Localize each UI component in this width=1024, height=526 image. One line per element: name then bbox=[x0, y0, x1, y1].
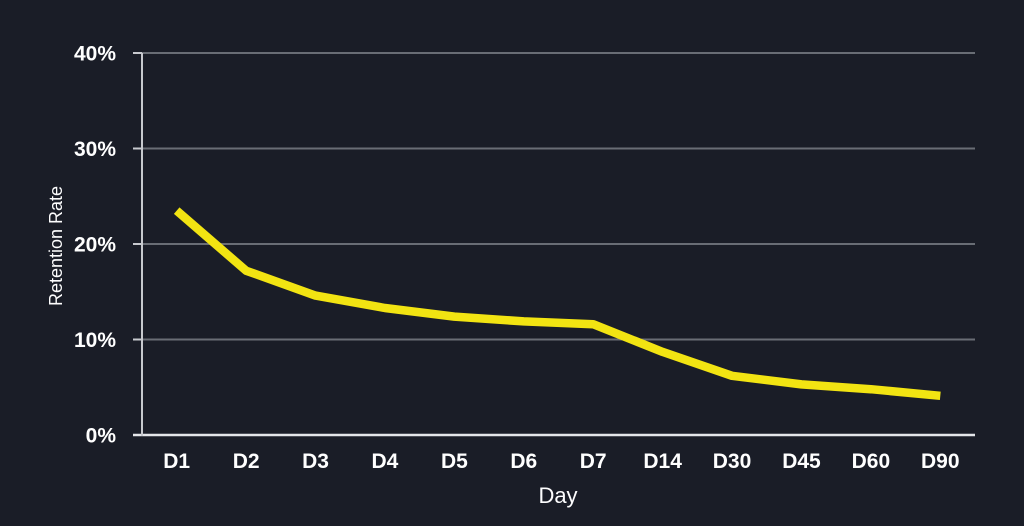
x-tick-label-D3: D3 bbox=[302, 450, 329, 473]
x-tick-label-D60: D60 bbox=[852, 450, 891, 473]
y-tick-label-30%: 30% bbox=[74, 138, 116, 161]
x-tick-label-D2: D2 bbox=[233, 450, 260, 473]
y-tick-label-0%: 0% bbox=[86, 425, 117, 448]
x-tick-label-D14: D14 bbox=[643, 450, 682, 473]
chart-plot-area: 0% 10% 20% 30% 40% D1 D2 D3 D4 D5 D6 D7 D14 D30 D45 D60… bbox=[74, 43, 975, 473]
x-tick-label-D1: D1 bbox=[163, 450, 190, 473]
y-tick-label-40%: 40% bbox=[74, 43, 116, 66]
y-tick-label-20%: 20% bbox=[74, 234, 116, 257]
y-tick-label-10%: 10% bbox=[74, 329, 116, 352]
x-tick-label-D30: D30 bbox=[713, 450, 752, 473]
x-tick-label-D7: D7 bbox=[580, 450, 607, 473]
x-tick-label-D90: D90 bbox=[921, 450, 960, 473]
y-axis-title: Retention Rate bbox=[46, 186, 66, 306]
x-tick-label-D4: D4 bbox=[372, 450, 399, 473]
x-tick-label-D45: D45 bbox=[782, 450, 821, 473]
retention-rate-line bbox=[173, 207, 941, 401]
x-axis-title: Day bbox=[538, 483, 577, 508]
x-tick-label-D6: D6 bbox=[510, 450, 537, 473]
x-tick-label-D5: D5 bbox=[441, 450, 468, 473]
